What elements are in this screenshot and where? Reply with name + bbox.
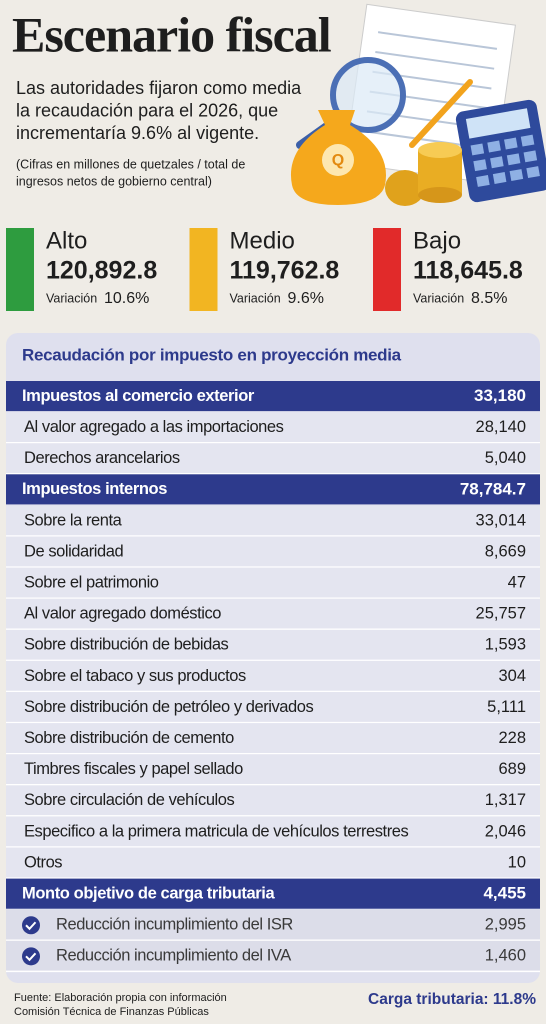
table-row xyxy=(6,536,540,567)
row-value: 304 xyxy=(498,667,526,685)
section-title: Impuestos internos xyxy=(22,480,167,498)
variation-value: 8.5% xyxy=(471,290,507,307)
calculator-screen xyxy=(465,108,531,139)
row-value: 228 xyxy=(498,729,526,747)
row-label: Al valor agregado a las importaciones xyxy=(24,418,284,436)
scenario-color-bar xyxy=(189,228,218,311)
subtitle-line: Las autoridades fijaron como media xyxy=(16,78,302,98)
row-label: Sobre el patrimonio xyxy=(24,574,159,592)
bag-coin xyxy=(322,144,354,176)
row-label: Sobre circulación de vehículos xyxy=(24,791,234,809)
section-value: 4,455 xyxy=(483,884,526,903)
section-value: 78,784.7 xyxy=(460,479,526,498)
coins xyxy=(385,142,462,206)
scenario-label: Alto xyxy=(46,227,87,254)
table-row xyxy=(6,940,540,971)
illustration: Q xyxy=(290,3,546,206)
row-label: Sobre el tabaco y sus productos xyxy=(24,667,246,685)
row-label: Timbres fiscales y papel sellado xyxy=(24,760,243,778)
scenario-value: 118,645.8 xyxy=(413,257,523,285)
source-line: Comisión Técnica de Finanzas Públicas xyxy=(14,1006,209,1018)
row-label: Sobre la renta xyxy=(24,511,123,529)
row-value: 689 xyxy=(498,760,526,778)
table-heading: Recaudación por impuesto en proyección m… xyxy=(22,345,402,364)
note-line: ingresos netos de gobierno central) xyxy=(16,174,212,188)
row-value: 10 xyxy=(508,853,526,871)
scenario-color-bar xyxy=(373,228,401,311)
scenario-label: Medio xyxy=(230,227,295,254)
row-label: Especifico a la primera matricula de veh… xyxy=(24,822,408,840)
table-row xyxy=(6,412,540,443)
section-title: Monto objetivo de carga tributaria xyxy=(22,885,275,903)
row-label: Otros xyxy=(24,853,62,871)
row-value: 28,140 xyxy=(476,418,526,436)
row-label: Reducción incumplimiento del ISR xyxy=(56,916,293,934)
check-mark xyxy=(25,921,37,931)
table-row xyxy=(6,816,540,847)
scenario-label: Bajo xyxy=(413,227,461,254)
row-value: 1,593 xyxy=(485,636,526,654)
section-header-bar xyxy=(6,474,540,505)
check-mark xyxy=(25,952,37,962)
row-value: 2,046 xyxy=(485,822,526,840)
table-row xyxy=(6,443,540,474)
check-icon xyxy=(22,916,40,935)
section-header-bar xyxy=(6,381,540,412)
table-row xyxy=(6,629,540,660)
scenario-value: 120,892.8 xyxy=(46,257,157,285)
table-row xyxy=(6,723,540,754)
row-value: 5,111 xyxy=(487,698,526,716)
pencil xyxy=(409,79,473,148)
subtitle-line: incrementaría 9.6% al vigente. xyxy=(16,123,259,143)
table-row xyxy=(6,660,540,691)
section-header-bar xyxy=(6,878,540,909)
tax-burden: Carga tributaria: 11.8% xyxy=(368,991,536,1008)
row-value: 47 xyxy=(508,574,526,592)
row-label: Al valor agregado doméstico xyxy=(24,605,221,623)
row-label: Sobre distribución de bebidas xyxy=(24,636,229,654)
row-value: 8,669 xyxy=(485,542,526,560)
row-label: Reducción incumplimiento del IVA xyxy=(56,947,291,965)
table-row xyxy=(6,692,540,723)
row-value: 33,014 xyxy=(476,511,526,529)
scenario-value: 119,762.8 xyxy=(230,257,340,285)
calculator-keys xyxy=(470,134,540,187)
variation-value: 9.6% xyxy=(288,290,324,307)
row-label: Sobre distribución de petróleo y derivad… xyxy=(24,698,313,716)
table-row xyxy=(6,567,540,598)
table-row xyxy=(6,909,540,940)
table-row xyxy=(6,598,540,629)
variation-label: Variación xyxy=(413,291,464,305)
row-value: 1,460 xyxy=(485,947,526,965)
variation-value: 10.6% xyxy=(104,290,149,307)
variation-label: Variación xyxy=(230,291,281,305)
source-line: Fuente: Elaboración propia con informaci… xyxy=(14,992,227,1004)
note-line: (Cifras en millones de quetzales / total… xyxy=(16,157,245,171)
row-value: 1,317 xyxy=(485,791,526,809)
table-row xyxy=(6,785,540,816)
section-value: 33,180 xyxy=(474,386,526,405)
row-label: Derechos arancelarios xyxy=(24,449,180,467)
bag-symbol: Q xyxy=(332,152,344,169)
row-value: 25,757 xyxy=(476,605,526,623)
scenario-color-bar xyxy=(6,228,34,311)
table-row xyxy=(6,754,540,785)
row-label: De solidaridad xyxy=(24,542,123,560)
section-title: Impuestos al comercio exterior xyxy=(22,387,255,405)
row-value: 5,040 xyxy=(485,449,526,467)
title: Escenario fiscal xyxy=(12,6,332,62)
table-row xyxy=(6,847,540,878)
table-row xyxy=(6,505,540,536)
check-icon xyxy=(22,947,40,966)
row-value: 2,995 xyxy=(485,916,526,934)
subtitle-line: la recaudación para el 2026, que xyxy=(16,100,278,120)
row-label: Sobre distribución de cemento xyxy=(24,729,234,747)
variation-label: Variación xyxy=(46,291,97,305)
